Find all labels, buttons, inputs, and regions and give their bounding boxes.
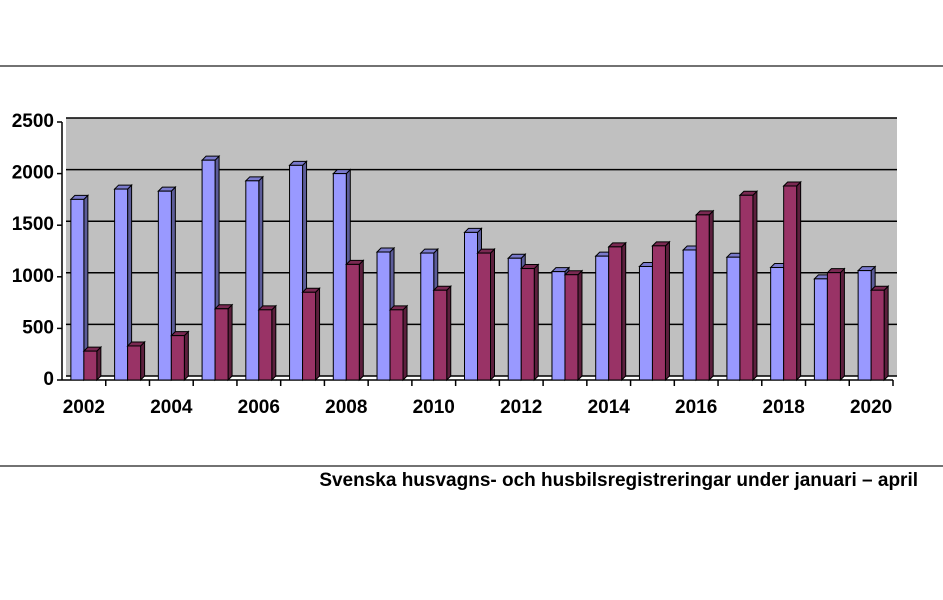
bar: [695, 214, 710, 381]
bar-side: [227, 303, 233, 382]
bar: [477, 252, 491, 381]
bar: [651, 245, 666, 381]
bar: [608, 246, 623, 381]
bar: [345, 263, 360, 381]
bar: [595, 255, 610, 381]
x-tick-label: 2014: [588, 397, 631, 418]
bar: [638, 265, 653, 381]
bar: [464, 231, 478, 381]
y-tick-label: 1500: [12, 214, 54, 235]
y-tick-label: 0: [43, 369, 54, 390]
bar: [127, 345, 142, 381]
y-tick-label: 500: [22, 317, 54, 338]
x-tick-label: 2016: [675, 397, 717, 418]
bar: [564, 274, 579, 381]
bar: [376, 251, 391, 381]
bar: [157, 190, 172, 381]
bar: [332, 173, 347, 381]
bar: [520, 268, 535, 381]
x-tick-label: 2004: [150, 397, 193, 418]
bar: [783, 185, 798, 381]
bar: [201, 159, 216, 381]
bar-side: [446, 285, 452, 382]
bar-side: [402, 304, 408, 382]
x-tick-label: 2010: [413, 397, 455, 418]
y-tick-label: 2000: [12, 163, 54, 184]
bar-side: [533, 263, 539, 382]
x-tick-label: 2020: [850, 397, 892, 418]
x-tick-label: 2002: [63, 397, 105, 418]
bar: [83, 350, 98, 381]
bar: [870, 289, 885, 381]
bar: [770, 267, 785, 381]
x-tick-label: 2018: [763, 397, 805, 418]
bar-side: [708, 209, 714, 382]
bar: [826, 272, 841, 381]
chart-title: Svenska husvagns- och husbilsregistrerin…: [319, 470, 918, 491]
bar-side: [490, 247, 495, 382]
bar: [170, 335, 185, 381]
bar-side: [664, 240, 670, 382]
x-tick-label: 2008: [325, 397, 367, 418]
bar: [214, 308, 229, 381]
bar: [551, 271, 566, 381]
bar: [302, 291, 317, 381]
bar: [245, 180, 260, 381]
bar-side: [96, 345, 102, 382]
bar-side: [271, 304, 277, 382]
bar-side: [621, 241, 627, 382]
bar-side: [315, 287, 321, 382]
bar: [114, 188, 129, 381]
bar-side: [752, 190, 758, 382]
bar: [857, 270, 872, 381]
bar-side: [183, 330, 189, 382]
x-tick-label: 2012: [500, 397, 542, 418]
bar: [258, 309, 273, 381]
bar: [726, 256, 741, 381]
x-tick-label: 2006: [238, 397, 280, 418]
bar: [289, 164, 304, 381]
y-tick-label: 1000: [12, 266, 54, 287]
bar: [739, 194, 754, 381]
bar: [433, 289, 448, 381]
y-tick-label: 2500: [12, 111, 54, 132]
bar-side: [796, 180, 802, 382]
bar: [682, 249, 697, 381]
bar-side: [883, 285, 889, 382]
bar: [813, 278, 828, 381]
bar-side: [839, 267, 845, 382]
bar-side: [358, 259, 364, 382]
bar-side: [140, 340, 146, 382]
bar: [389, 309, 404, 381]
bar: [507, 257, 522, 381]
bar-side: [577, 269, 583, 382]
bar: [420, 252, 435, 381]
bar: [70, 198, 85, 381]
